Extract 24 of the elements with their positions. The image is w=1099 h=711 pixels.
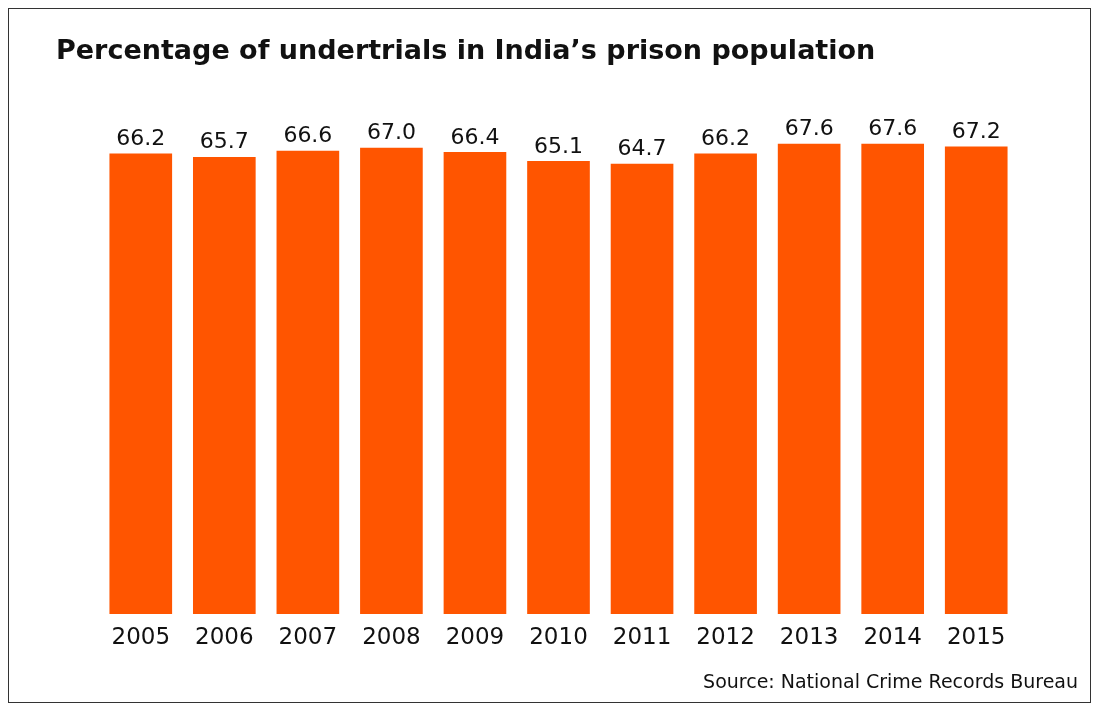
x-tick-label: 2013 — [779, 622, 839, 649]
x-tick-label: 2012 — [696, 622, 755, 649]
data-label: 66.2 — [116, 124, 166, 150]
data-label: 67.2 — [951, 117, 1001, 143]
x-tick-label: 2009 — [445, 622, 505, 649]
x-tick-label: 2007 — [278, 622, 338, 649]
data-label: 66.4 — [450, 123, 500, 149]
x-tick-label: 2011 — [612, 622, 672, 649]
chart-title: Percentage of undertrials in India’s prison population — [56, 34, 876, 65]
source-note: Source: National Crime Records Bureau — [703, 669, 1078, 692]
data-label: 67.6 — [784, 115, 834, 141]
data-label: 67.6 — [868, 115, 918, 141]
data-label: 64.7 — [617, 135, 667, 161]
data-label: 65.7 — [199, 128, 249, 154]
x-tick-label: 2008 — [362, 622, 421, 649]
data-label: 65.1 — [534, 132, 583, 158]
x-tick-label: 2014 — [863, 622, 922, 649]
x-tick-label: 2010 — [529, 622, 588, 649]
data-label: 67.0 — [366, 119, 416, 145]
data-label: 66.6 — [283, 122, 333, 148]
data-label: 66.2 — [701, 124, 751, 150]
x-tick-label: 2006 — [195, 622, 254, 649]
x-tick-label: 2015 — [946, 622, 1006, 649]
x-tick-label: 2005 — [111, 622, 171, 649]
